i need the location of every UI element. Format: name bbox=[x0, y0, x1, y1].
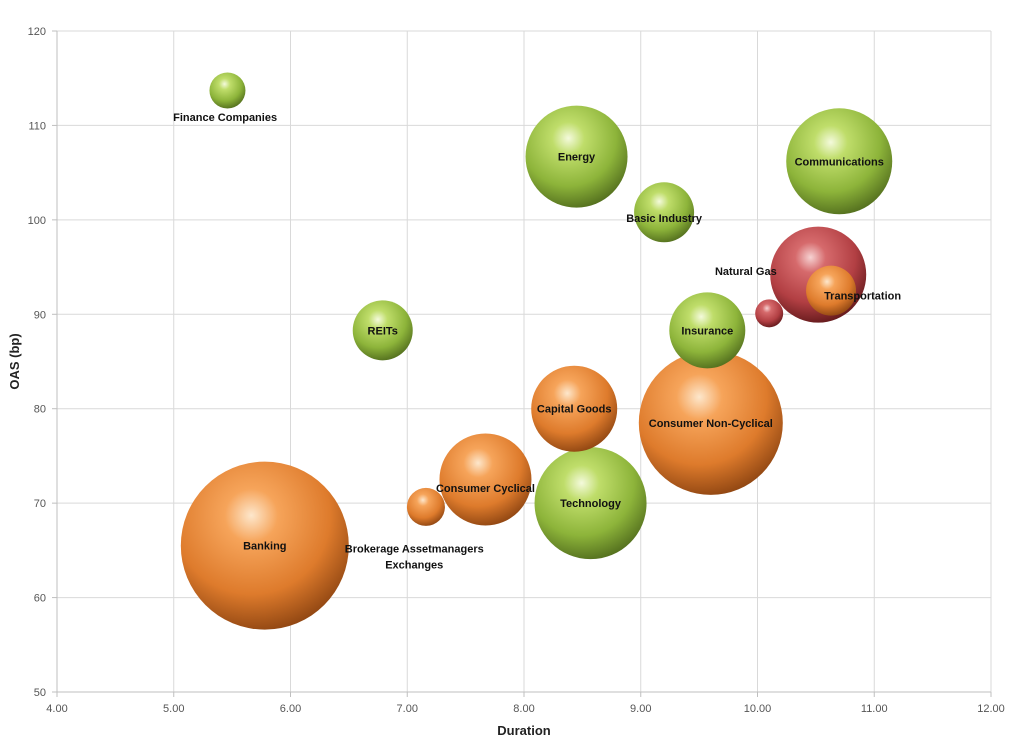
label-reits: REITs bbox=[368, 325, 398, 337]
bubble-technology bbox=[534, 447, 647, 560]
x-tick-label: 10.00 bbox=[744, 703, 772, 715]
bubble-transportation bbox=[806, 265, 857, 316]
label-capital-goods: Capital Goods bbox=[537, 404, 612, 416]
x-tick-label: 8.00 bbox=[513, 703, 534, 715]
bubble-consumer-non-cyclical bbox=[638, 350, 783, 495]
bubble-insurance bbox=[669, 292, 746, 369]
label-natural-gas: Natural Gas bbox=[715, 266, 777, 278]
bubble-energy bbox=[525, 105, 628, 208]
y-tick-label: 90 bbox=[34, 309, 46, 321]
y-tick-label: 60 bbox=[34, 593, 46, 605]
label-insurance: Insurance bbox=[681, 325, 733, 337]
label-technology: Technology bbox=[560, 498, 622, 510]
bubble-brokerage-assetmanagers-exchanges bbox=[406, 487, 445, 526]
label-energy: Energy bbox=[558, 152, 596, 164]
label-consumer-cyclical: Consumer Cyclical bbox=[436, 483, 535, 495]
x-tick-label: 11.00 bbox=[861, 703, 888, 715]
axes: 4.00 5.00 6.00 7.00 8.00 9.00 10.00 11.00 12.00 5… bbox=[28, 26, 1005, 715]
x-tick-label: 5.00 bbox=[163, 703, 184, 715]
label-communications: Communications bbox=[795, 156, 884, 168]
bubble-banking bbox=[180, 461, 349, 630]
x-tick-label: 12.00 bbox=[977, 703, 1005, 715]
x-tick-label: 4.00 bbox=[46, 703, 67, 715]
y-tick-label: 70 bbox=[34, 498, 46, 510]
label-brokerage-assetmanagers-exchanges: Brokerage Assetmanagers Exchanges bbox=[345, 543, 484, 571]
bubble-communications bbox=[786, 108, 893, 215]
y-axis-title: OAS (bp) bbox=[7, 333, 22, 389]
y-tick-label: 100 bbox=[28, 215, 46, 227]
bubble-capital-goods bbox=[531, 365, 618, 452]
bubbles bbox=[180, 72, 893, 630]
x-tick-label: 7.00 bbox=[397, 703, 418, 715]
y-tick-label: 110 bbox=[28, 120, 46, 132]
y-tick-label: 50 bbox=[34, 687, 46, 699]
x-tick-label: 9.00 bbox=[630, 703, 651, 715]
x-tick-label: 6.00 bbox=[280, 703, 301, 715]
label-transportation: Transportation bbox=[824, 290, 901, 302]
bubble-basic-industry bbox=[634, 182, 695, 243]
label-banking: Banking bbox=[243, 541, 286, 553]
label-basic-industry: Basic Industry bbox=[626, 213, 703, 225]
x-axis-title: Duration bbox=[497, 723, 551, 738]
bubble-natural-gas bbox=[755, 299, 784, 328]
bubble-finance-companies bbox=[209, 72, 246, 109]
label-consumer-non-cyclical: Consumer Non-Cyclical bbox=[649, 418, 773, 430]
label-finance-companies: Finance Companies bbox=[173, 112, 277, 124]
y-tick-label: 80 bbox=[34, 404, 46, 416]
bubble-consumer-cyclical bbox=[439, 433, 532, 526]
bubble-reits bbox=[352, 300, 413, 361]
y-tick-label: 120 bbox=[28, 26, 46, 38]
